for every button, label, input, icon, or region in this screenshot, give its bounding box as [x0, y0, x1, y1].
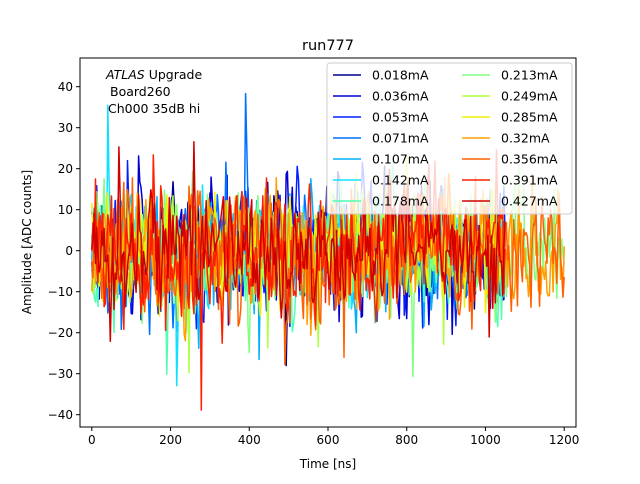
series-layer — [91, 92, 565, 411]
y-tick-label: −10 — [48, 285, 73, 299]
annotation-upgrade: Upgrade — [145, 67, 203, 82]
legend-label: 0.285mA — [501, 110, 558, 125]
y-tick-label: 30 — [58, 121, 73, 135]
chart-title: run777 — [302, 38, 354, 54]
y-tick-label: 20 — [58, 162, 73, 176]
legend-item: 0.213mA — [462, 68, 558, 83]
series-line-0.391mA — [91, 148, 506, 411]
annotation-line-3: Ch000 35dB hi — [108, 101, 200, 116]
y-tick-label: −30 — [48, 367, 73, 381]
legend-item: 0.071mA — [333, 131, 429, 146]
legend-item: 0.036mA — [333, 89, 429, 104]
legend-label: 0.178mA — [372, 194, 429, 209]
legend-item: 0.142mA — [333, 173, 429, 188]
y-axis-label: Amplitude [ADC counts] — [20, 170, 34, 314]
legend-item: 0.285mA — [462, 110, 558, 125]
y-tick-label: 10 — [58, 203, 73, 217]
series-line-0.427mA — [91, 140, 506, 343]
legend-label: 0.213mA — [501, 68, 558, 83]
y-tick-label: −40 — [48, 408, 73, 422]
x-tick-label: 0 — [88, 433, 96, 447]
legend-label: 0.356mA — [501, 152, 558, 167]
legend: 0.018mA 0.036mA 0.053mA 0.071mA 0.107mA 0.142… — [326, 62, 573, 215]
legend-item: 0.018mA — [333, 68, 429, 83]
x-tick-label: 800 — [395, 433, 418, 447]
legend-label: 0.249mA — [501, 89, 558, 104]
x-tick-label: 1200 — [549, 433, 580, 447]
legend-label: 0.018mA — [372, 68, 429, 83]
legend-label: 0.142mA — [372, 173, 429, 188]
atlas-annotation: ATLAS Upgrade Board260 Ch000 35dB hi — [105, 67, 202, 116]
annotation-line-2: Board260 — [110, 84, 171, 99]
legend-item: 0.427mA — [462, 194, 558, 209]
legend-item: 0.391mA — [462, 173, 558, 188]
legend-label: 0.053mA — [372, 110, 429, 125]
legend-item: 0.178mA — [333, 194, 429, 209]
legend-label: 0.107mA — [372, 152, 429, 167]
x-axis: 0 200 400 600 800 1000 1200 — [88, 427, 579, 447]
legend-item: 0.053mA — [333, 110, 429, 125]
x-tick-label: 1000 — [470, 433, 501, 447]
legend-item: 0.249mA — [462, 89, 558, 104]
y-tick-label: 40 — [58, 80, 73, 94]
y-axis: −40 −30 −20 −10 0 10 20 30 40 — [48, 80, 80, 422]
x-tick-label: 600 — [317, 433, 340, 447]
x-tick-label: 200 — [159, 433, 182, 447]
annotation-line-1: ATLAS Upgrade — [105, 67, 202, 82]
y-tick-label: −20 — [48, 326, 73, 340]
x-tick-label: 400 — [238, 433, 261, 447]
legend-label: 0.391mA — [501, 173, 558, 188]
y-tick-label: 0 — [65, 244, 73, 258]
annotation-atlas: ATLAS — [105, 67, 145, 82]
legend-entries: 0.018mA 0.036mA 0.053mA 0.071mA 0.107mA 0.142… — [333, 68, 558, 209]
legend-label: 0.427mA — [501, 194, 558, 209]
legend-item: 0.32mA — [462, 131, 550, 146]
legend-box — [326, 62, 573, 215]
legend-label: 0.32mA — [501, 131, 550, 146]
legend-item: 0.107mA — [333, 152, 429, 167]
legend-label: 0.036mA — [372, 89, 429, 104]
x-axis-label: Time [ns] — [299, 457, 356, 471]
legend-label: 0.071mA — [372, 131, 429, 146]
legend-item: 0.356mA — [462, 152, 558, 167]
